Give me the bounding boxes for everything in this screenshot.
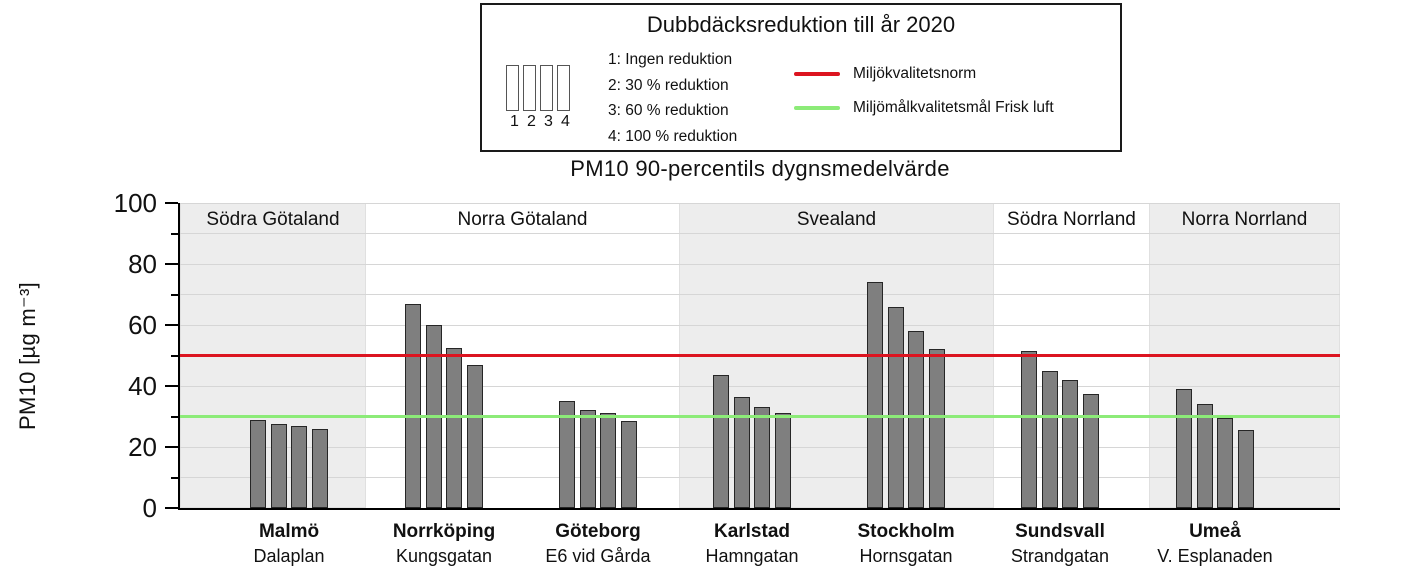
gridline (180, 263, 1340, 265)
city-label: Göteborg (555, 521, 641, 542)
legend-entry-label: Miljömålkvalitetsmål Frisk luft (853, 99, 1054, 116)
street-label: Hamngatan (705, 546, 799, 566)
bar (404, 303, 421, 508)
scenario-bar-icon (506, 65, 519, 111)
bar (312, 428, 329, 508)
green-line-swatch (794, 106, 840, 110)
bar (620, 421, 637, 508)
y-axis-tick-label: 60 (128, 310, 157, 340)
street-label: E6 vid Gårda (545, 546, 651, 566)
y-axis-tick (165, 202, 178, 204)
scenario-item: 2: 30 % reduktion (608, 76, 729, 94)
y-axis-tick (165, 324, 178, 326)
scenario-number: 1 (510, 113, 519, 130)
gridline (180, 324, 1340, 326)
bar (600, 413, 617, 508)
y-axis-tick (171, 415, 178, 418)
city-label: Sundsvall (1015, 521, 1105, 542)
y-axis-tick (165, 263, 178, 265)
legend-entry-label: Miljökvalitetsnorm (853, 65, 977, 82)
y-axis-tick (171, 476, 178, 479)
bar (887, 306, 904, 508)
y-axis-tick (165, 446, 178, 448)
scenario-item: 4: 100 % reduktion (608, 127, 738, 145)
chart-title: PM10 90-percentils dygnsmedelvärde (570, 156, 950, 181)
bar (754, 407, 771, 508)
street-label: Kungsgatan (395, 546, 493, 566)
scenario-bar-icon (540, 65, 553, 111)
gridline (180, 233, 1340, 234)
y-axis-tick-label: 20 (128, 432, 157, 462)
scenario-bar-icon (557, 65, 570, 111)
legend-entry-norm: Miljökvalitetsnorm (794, 65, 976, 83)
region-label: Svealand (796, 209, 877, 230)
bar (467, 364, 484, 508)
y-axis-tick (171, 354, 178, 357)
scenario-list: 1: Ingen reduktion 2: 30 % reduktion 3: … (608, 47, 737, 149)
city-label: Umeå (1189, 521, 1241, 542)
region-label: Södra Norrland (1007, 209, 1136, 230)
bar (1062, 379, 1079, 508)
scenario-item: 3: 60 % reduktion (608, 102, 729, 119)
street-label: Strandgatan (1010, 546, 1109, 566)
bar (1041, 370, 1058, 508)
region-label: Norra Norrland (1181, 209, 1308, 230)
bar (446, 347, 463, 508)
gridline (180, 385, 1340, 387)
y-axis-tick (171, 232, 178, 235)
bar (249, 419, 266, 508)
bar (1083, 393, 1100, 508)
y-axis-tick (165, 385, 178, 387)
bar (1020, 350, 1037, 508)
scenario-bars-glyph (506, 65, 574, 111)
legend-title: Dubbdäcksreduktion till år 2020 (646, 12, 956, 37)
legend-entry-friskluft: Miljömålkvalitetsmål Frisk luft (794, 99, 1054, 117)
y-axis-tick-label: 100 (113, 188, 157, 218)
bar (1175, 389, 1192, 508)
bar (291, 425, 308, 508)
plot-area: Södra Götaland Norra Götaland Svealand Södr… (178, 202, 1340, 510)
city-label: Norrköping (392, 521, 496, 542)
bar (1196, 404, 1213, 508)
bar (558, 401, 575, 508)
bar (579, 410, 596, 508)
y-axis-tick (171, 293, 178, 296)
norm-reference-line (180, 354, 1340, 357)
bar (908, 331, 925, 508)
street-label: V. Esplanaden (1157, 546, 1273, 566)
gridline (180, 294, 1340, 295)
y-axis-tick-label: 0 (142, 493, 157, 523)
region-label: Norra Götaland (457, 209, 588, 230)
friskluft-reference-line (180, 415, 1340, 418)
y-axis-tick-label: 40 (128, 371, 157, 401)
red-line-swatch (794, 72, 840, 76)
street-label: Hornsgatan (859, 546, 953, 566)
bar (866, 282, 883, 508)
bar (733, 396, 750, 508)
street-label: Dalaplan (253, 546, 325, 566)
bar (775, 413, 792, 508)
scenario-item: 1: Ingen reduktion (608, 51, 733, 68)
bar (929, 349, 946, 508)
scenario-number: 4 (561, 113, 570, 130)
scenario-number: 2 (527, 113, 536, 130)
region-label: Södra Götaland (206, 209, 340, 230)
scenario-bar-icon (523, 65, 536, 111)
bar (270, 424, 287, 508)
city-label: Karlstad (713, 521, 790, 542)
scenario-number: 3 (544, 113, 553, 130)
city-label: Malmö (258, 521, 320, 542)
gridline (180, 202, 1340, 204)
bar (1238, 430, 1254, 508)
y-axis-label: PM10 [µg m⁻³] (15, 282, 40, 430)
y-axis-tick (165, 507, 178, 509)
city-label: Stockholm (857, 521, 955, 542)
bar (1217, 418, 1234, 508)
bar (712, 375, 729, 508)
y-axis-tick-label: 80 (128, 249, 157, 279)
